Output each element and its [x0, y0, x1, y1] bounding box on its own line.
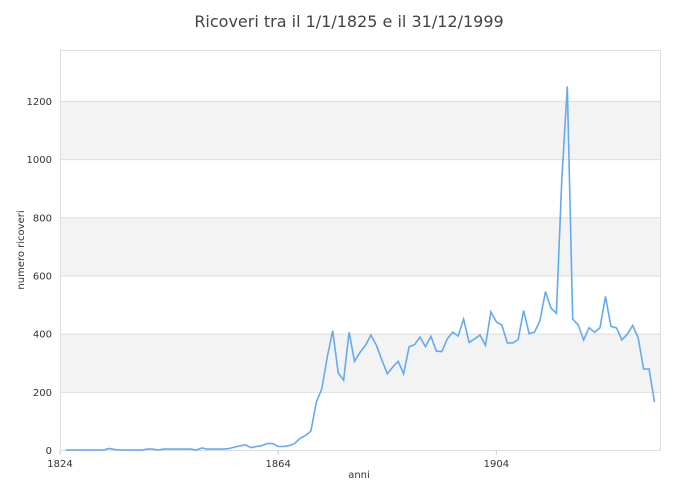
y-tick-label: 400: [33, 330, 52, 341]
grid-band: [60, 100, 660, 160]
grid-band: [60, 333, 660, 392]
chart-title: Ricoveri tra il 1/1/1825 e il 31/12/1999: [194, 12, 503, 31]
y-tick-label: 1000: [27, 155, 52, 166]
x-tick-label: 1824: [47, 459, 72, 470]
y-tick-label: 0: [46, 446, 52, 457]
series-line: [65, 86, 656, 451]
x-tick-label: 1904: [484, 459, 509, 470]
y-tick-label: 800: [33, 213, 52, 224]
x-axis-label: anni: [348, 470, 370, 481]
y-tick-label: 600: [33, 271, 52, 282]
y-tick-label: 1200: [27, 97, 52, 108]
plot-frame: [60, 50, 661, 451]
y-axis-label: numero ricoveri: [16, 210, 27, 289]
y-tick-label: 200: [33, 388, 52, 399]
x-tick-label: 1864: [265, 459, 290, 470]
